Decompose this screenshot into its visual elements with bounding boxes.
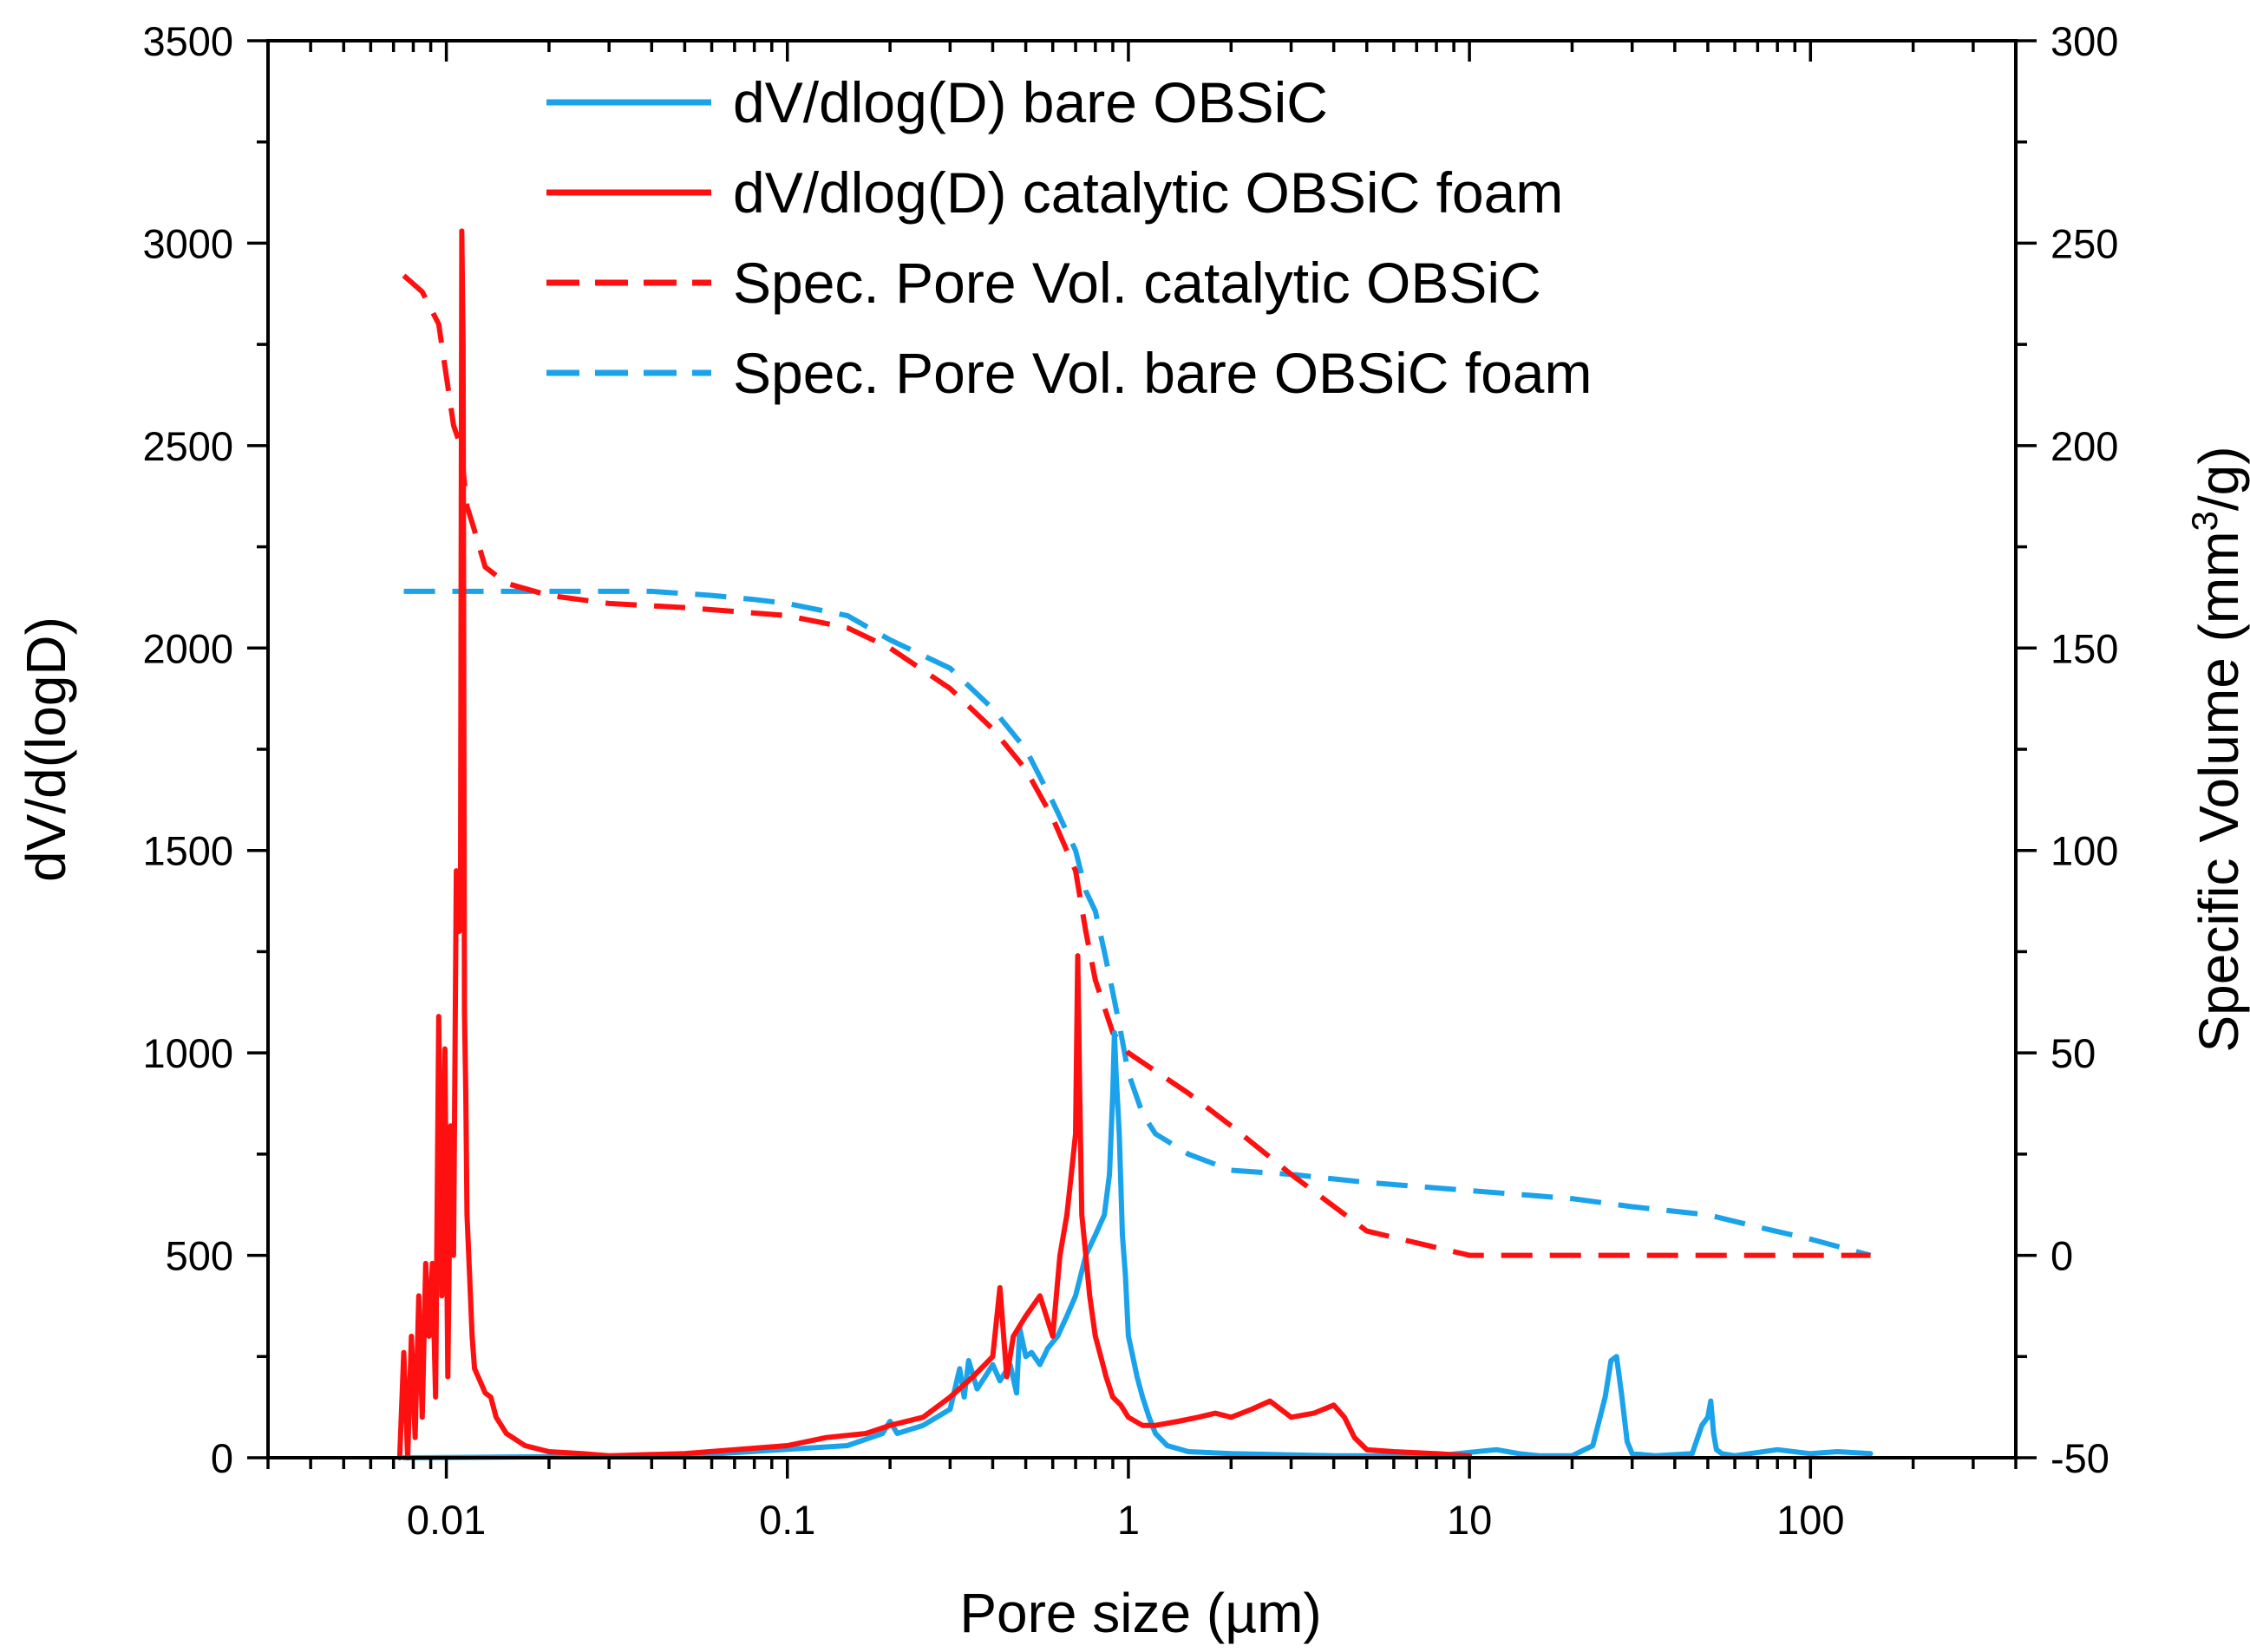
series-catalytic-psd-line <box>396 228 1473 1460</box>
y-right-tick-label: 150 <box>2051 625 2118 671</box>
legend-label-catalytic-psd: dV/dlog(D) catalytic OBSiC foam <box>733 160 1563 225</box>
x-tick-label: 1 <box>1117 1497 1140 1543</box>
y-left-tick-label: 500 <box>166 1233 233 1279</box>
y-left-tick-label: 1500 <box>142 828 233 874</box>
legend-label-bare-volume: Spec. Pore Vol. bare OBSiC foam <box>733 341 1592 405</box>
x-tick-label: 0.1 <box>759 1497 815 1543</box>
ticks-layer: 0.01 0.1 1 10 100050010001500200025003000350… <box>142 18 2118 1543</box>
y-right-tick-label: 50 <box>2051 1030 2096 1076</box>
y-left-tick-label: 3500 <box>142 18 233 64</box>
y-left-tick-label: 3000 <box>142 220 233 266</box>
legend-label-catalytic-volume: Spec. Pore Vol. catalytic OBSiC <box>733 251 1541 315</box>
legend: dV/dlog(D) bare OBSiC dV/dlog(D) catalyt… <box>546 70 1592 405</box>
y-right-tick-label: 300 <box>2051 18 2118 64</box>
y-left-tick-label: 2000 <box>142 625 233 671</box>
y-right-tick-label: 0 <box>2051 1233 2073 1279</box>
y-right-tick-label: 100 <box>2051 828 2118 874</box>
x-tick-label: 10 <box>1447 1497 1492 1543</box>
series-bare-volume-line <box>403 588 1872 1258</box>
y-right-title-superscript: 3 <box>2184 511 2225 531</box>
y-right-axis-title: Specific Volume (mm3/g) <box>2184 446 2250 1052</box>
y-left-axis-title: dV/d(logD) <box>15 617 77 882</box>
y-left-tick-label: 2500 <box>142 423 233 469</box>
legend-label-bare-psd: dV/dlog(D) bare OBSiC <box>733 70 1328 134</box>
x-axis-title: Pore size (µm) <box>959 1582 1321 1644</box>
series-layer <box>396 228 1874 1460</box>
y-right-tick-label: -50 <box>2051 1435 2109 1481</box>
y-right-tick-label: 250 <box>2051 220 2118 266</box>
series-bare-psd-line <box>401 1029 1874 1460</box>
x-tick-label: 100 <box>1776 1497 1844 1543</box>
y-right-title-prefix: Specific Volume (mm <box>2188 531 2250 1052</box>
x-tick-label: 0.01 <box>407 1497 486 1543</box>
series-catalytic-volume-line <box>402 273 1871 1258</box>
y-left-tick-label: 0 <box>211 1435 233 1481</box>
y-right-title-suffix: /g) <box>2188 446 2250 511</box>
y-right-tick-label: 200 <box>2051 423 2118 469</box>
y-left-tick-label: 1000 <box>142 1030 233 1076</box>
